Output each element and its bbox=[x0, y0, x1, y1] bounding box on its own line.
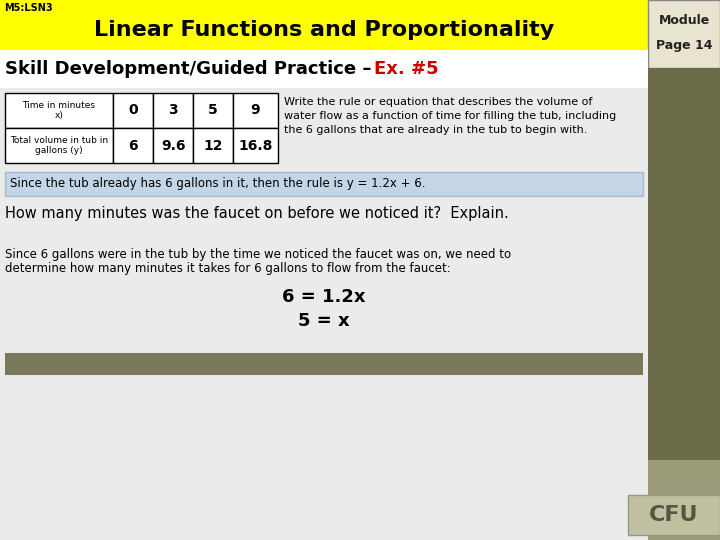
Text: 9: 9 bbox=[251, 104, 261, 118]
Text: CFU: CFU bbox=[649, 505, 698, 525]
Text: 6 = 1.2x: 6 = 1.2x bbox=[282, 288, 366, 306]
Text: Page 14: Page 14 bbox=[656, 39, 712, 52]
Bar bbox=[648, 460, 720, 540]
Text: Linear Functions and Proportionality: Linear Functions and Proportionality bbox=[94, 20, 554, 40]
Bar bbox=[233, 93, 278, 128]
Text: the 6 gallons that are already in the tub to begin with.: the 6 gallons that are already in the tu… bbox=[284, 125, 588, 135]
Text: Skill Development/Guided Practice –: Skill Development/Guided Practice – bbox=[5, 60, 378, 78]
Text: 6: 6 bbox=[128, 138, 138, 152]
Bar bbox=[5, 172, 643, 196]
Text: determine how many minutes it takes for 6 gallons to flow from the faucet:: determine how many minutes it takes for … bbox=[5, 262, 451, 275]
Text: 16.8: 16.8 bbox=[238, 138, 273, 152]
Bar bbox=[193, 128, 233, 163]
Bar bbox=[0, 50, 648, 88]
Bar bbox=[153, 128, 193, 163]
Text: Write the rule or equation that describes the volume of: Write the rule or equation that describe… bbox=[284, 97, 593, 107]
Bar bbox=[648, 68, 720, 460]
Text: Ex. #5: Ex. #5 bbox=[374, 60, 438, 78]
Text: Module: Module bbox=[658, 14, 710, 26]
Bar bbox=[113, 93, 153, 128]
Bar bbox=[628, 495, 720, 535]
Bar bbox=[113, 128, 153, 163]
Text: M5:LSN3: M5:LSN3 bbox=[4, 3, 53, 13]
Text: water flow as a function of time for filling the tub, including: water flow as a function of time for fil… bbox=[284, 111, 616, 121]
Text: 3: 3 bbox=[168, 104, 178, 118]
Text: 9.6: 9.6 bbox=[161, 138, 185, 152]
Text: Since 6 gallons were in the tub by the time we noticed the faucet was on, we nee: Since 6 gallons were in the tub by the t… bbox=[5, 248, 511, 261]
Text: 0: 0 bbox=[128, 104, 138, 118]
Bar bbox=[5, 128, 113, 163]
Bar bbox=[0, 88, 648, 540]
Bar bbox=[648, 0, 720, 68]
Bar bbox=[5, 353, 643, 375]
Text: 5: 5 bbox=[208, 104, 218, 118]
Text: Total volume in tub in
gallons (y): Total volume in tub in gallons (y) bbox=[10, 136, 108, 155]
Text: How many minutes was the faucet on before we noticed it?  Explain.: How many minutes was the faucet on befor… bbox=[5, 206, 509, 221]
Bar bbox=[5, 93, 113, 128]
Text: 5 = x: 5 = x bbox=[298, 312, 350, 330]
Text: Since the tub already has 6 gallons in it, then the rule is y = 1.2x + 6.: Since the tub already has 6 gallons in i… bbox=[10, 178, 426, 191]
Bar bbox=[233, 128, 278, 163]
Text: 12: 12 bbox=[203, 138, 222, 152]
Bar bbox=[153, 93, 193, 128]
Text: Time in minutes
x): Time in minutes x) bbox=[22, 101, 96, 120]
Bar bbox=[0, 0, 648, 50]
Bar bbox=[193, 93, 233, 128]
